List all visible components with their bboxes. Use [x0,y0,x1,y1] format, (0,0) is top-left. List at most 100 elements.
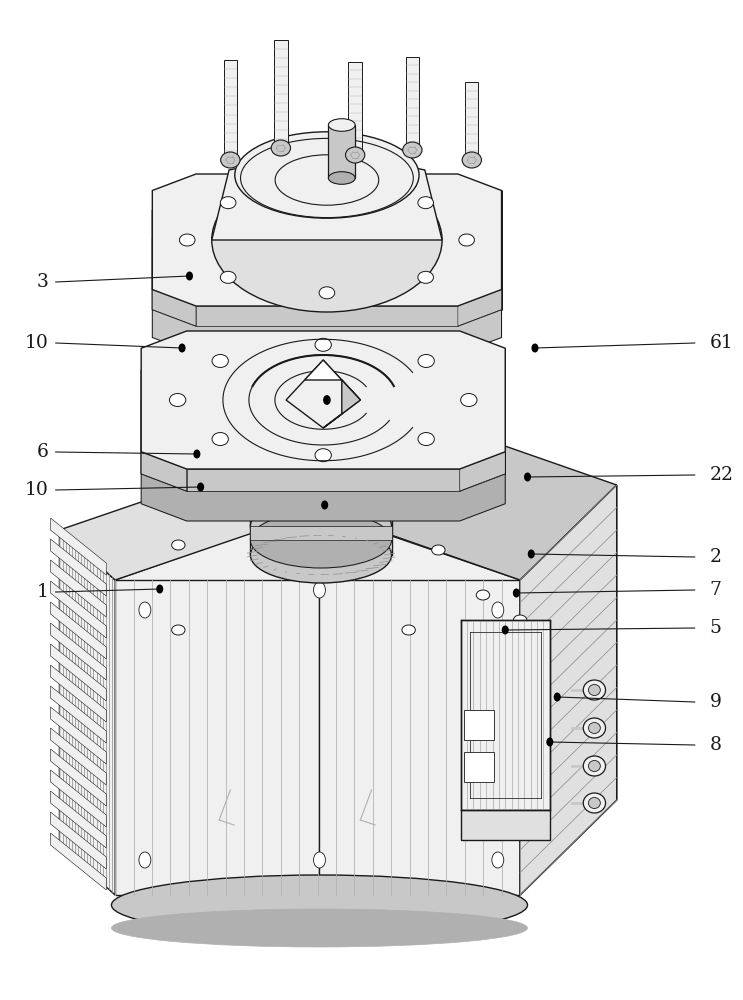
Ellipse shape [418,433,435,446]
Ellipse shape [402,625,415,635]
Text: 3: 3 [36,273,48,291]
Polygon shape [59,460,319,580]
Polygon shape [51,560,106,617]
Circle shape [186,272,192,280]
Ellipse shape [314,582,325,598]
Polygon shape [51,539,106,596]
Text: 6: 6 [36,443,48,461]
Polygon shape [51,812,106,869]
Ellipse shape [169,393,186,406]
Polygon shape [51,644,106,701]
Ellipse shape [250,498,392,554]
Ellipse shape [111,875,528,935]
Polygon shape [141,353,505,491]
Ellipse shape [315,338,331,351]
Polygon shape [286,360,360,428]
Ellipse shape [315,449,331,462]
Text: 7: 7 [710,581,721,599]
Ellipse shape [235,132,419,218]
Circle shape [194,450,200,458]
Polygon shape [250,526,392,540]
Polygon shape [458,290,502,326]
Text: 2: 2 [710,548,721,566]
Circle shape [502,626,508,634]
Ellipse shape [328,119,355,131]
Polygon shape [115,580,319,895]
Circle shape [179,344,185,352]
Circle shape [532,344,538,352]
Polygon shape [250,455,392,555]
Text: 22: 22 [710,466,733,484]
Polygon shape [212,150,442,240]
Ellipse shape [319,181,334,193]
Polygon shape [51,770,106,827]
Ellipse shape [328,172,355,184]
Polygon shape [51,581,106,638]
Circle shape [554,693,560,701]
Ellipse shape [513,615,527,625]
Polygon shape [51,749,106,806]
Ellipse shape [250,427,392,483]
Ellipse shape [461,393,477,406]
Ellipse shape [583,756,606,776]
Polygon shape [348,62,362,155]
Polygon shape [141,331,505,469]
Ellipse shape [212,433,228,446]
Polygon shape [51,707,106,764]
Ellipse shape [319,287,334,299]
Polygon shape [51,602,106,659]
Ellipse shape [221,197,236,209]
Ellipse shape [212,168,442,312]
Polygon shape [186,469,460,491]
Polygon shape [141,383,505,521]
Polygon shape [196,306,458,326]
Ellipse shape [588,722,600,734]
Polygon shape [349,398,366,457]
Ellipse shape [583,793,606,813]
Polygon shape [319,415,617,580]
Polygon shape [319,580,520,895]
Ellipse shape [139,852,151,868]
Ellipse shape [588,760,600,772]
Ellipse shape [314,852,325,868]
Ellipse shape [180,234,195,246]
Ellipse shape [418,354,435,367]
Circle shape [157,585,163,593]
Polygon shape [51,623,106,680]
Ellipse shape [588,684,600,696]
Polygon shape [464,710,494,740]
Polygon shape [51,791,106,848]
Ellipse shape [492,852,504,868]
Text: 1: 1 [36,583,48,601]
Polygon shape [152,174,502,306]
Ellipse shape [432,545,445,555]
Polygon shape [152,194,502,326]
Text: 8: 8 [710,736,721,754]
Ellipse shape [345,147,365,163]
Ellipse shape [221,152,240,168]
Ellipse shape [250,512,392,568]
Polygon shape [293,409,349,457]
Text: 10: 10 [25,481,48,499]
Circle shape [513,589,519,597]
Text: 5: 5 [710,619,721,637]
Circle shape [547,738,553,746]
Polygon shape [51,665,106,722]
Polygon shape [152,222,502,354]
Polygon shape [461,620,550,810]
Text: 61: 61 [710,334,733,352]
Polygon shape [152,290,196,326]
Text: 10: 10 [25,334,48,352]
Polygon shape [293,398,366,409]
Ellipse shape [588,798,600,808]
Ellipse shape [583,680,606,700]
Ellipse shape [476,590,490,600]
Ellipse shape [212,354,228,367]
Ellipse shape [492,602,504,618]
Ellipse shape [271,140,291,156]
Polygon shape [51,686,106,743]
Polygon shape [305,360,360,400]
Polygon shape [328,125,355,178]
Ellipse shape [139,602,151,618]
Polygon shape [115,510,520,650]
